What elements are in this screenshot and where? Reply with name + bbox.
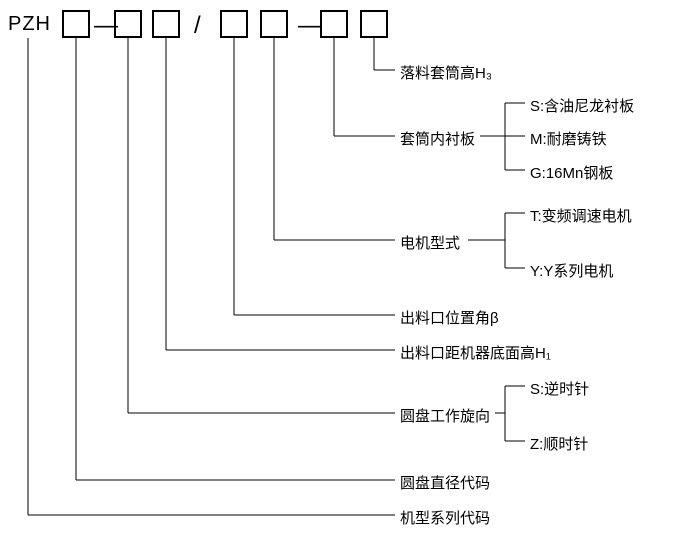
connector-lines (0, 0, 683, 540)
